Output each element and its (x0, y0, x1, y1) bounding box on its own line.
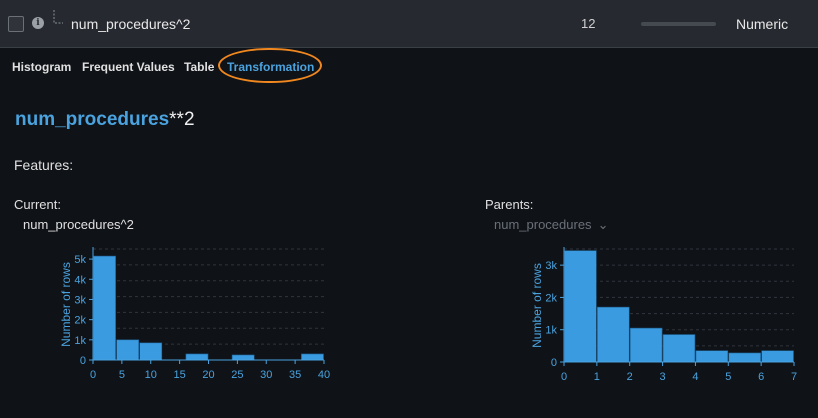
x-tick-label: 1 (594, 371, 600, 383)
info-icon[interactable]: i (32, 17, 44, 29)
current-label: Current: (14, 197, 61, 212)
x-tick-label: 20 (202, 369, 214, 381)
tab-frequent-values[interactable]: Frequent Values (82, 60, 175, 74)
histogram-bar[interactable] (116, 339, 139, 361)
var-type: Numeric (736, 16, 789, 32)
x-tick-label: 2 (627, 371, 633, 383)
histogram-bar[interactable] (695, 350, 729, 363)
feature-name: num_procedures^2 (71, 16, 191, 32)
histogram-bar[interactable] (231, 354, 255, 361)
select-checkbox[interactable] (8, 16, 24, 32)
histogram-bar[interactable] (185, 353, 209, 361)
histogram-bar[interactable] (597, 306, 630, 363)
y-tick-label: 4k (74, 274, 86, 286)
x-tick-label: 5 (119, 369, 125, 381)
features-label: Features: (14, 157, 74, 173)
formula-operator: **2 (169, 109, 195, 130)
current-histogram: 0 1k 2k 3k 4k 5k 0 5 10 15 20 25 30 35 40 Number of row… (59, 247, 330, 381)
tree-branch-icon (53, 10, 63, 24)
feature-header-row[interactable]: i num_procedures^2 12 Numeric (0, 0, 818, 48)
y-tick-label: 2k (545, 292, 557, 304)
histogram-bar[interactable] (629, 327, 663, 363)
formula-variable[interactable]: num_procedures (15, 109, 170, 130)
x-tick-label: 0 (561, 371, 567, 383)
histogram-bar[interactable] (728, 352, 761, 363)
y-tick-label: 3k (545, 260, 557, 272)
tab-table[interactable]: Table (184, 60, 215, 74)
y-tick-label: 0 (80, 355, 86, 367)
y-axis-label: Number of rows (59, 262, 73, 347)
x-tick-label: 4 (692, 371, 698, 383)
y-tick-label: 3k (74, 294, 86, 306)
tab-histogram[interactable]: Histogram (12, 60, 72, 74)
x-tick-label: 0 (90, 369, 96, 381)
transformation-formula: num_procedures**2 (15, 109, 195, 131)
x-tick-label: 5 (725, 371, 731, 383)
y-tick-label: 2k (74, 315, 86, 327)
y-tick-label: 1k (545, 325, 557, 337)
histogram-bar[interactable] (301, 353, 324, 361)
x-tick-label: 35 (289, 369, 301, 381)
x-tick-label: 3 (660, 371, 666, 383)
missing-bar (641, 22, 716, 26)
current-feature-name: num_procedures^2 (23, 217, 134, 232)
histogram-bar[interactable] (93, 255, 116, 361)
chevron-down-icon: ⌄ (597, 217, 609, 232)
y-tick-label: 5k (74, 254, 86, 266)
x-tick-label: 40 (318, 369, 330, 381)
highlight-ring (218, 48, 322, 83)
x-tick-label: 25 (231, 369, 243, 381)
parents-label: Parents: (485, 197, 534, 212)
parent-histogram: 0 1k 2k 3k 0 1 2 3 4 5 6 7 Number of rows (530, 247, 797, 383)
parents-dropdown[interactable]: num_procedures ⌄ (494, 217, 608, 233)
y-tick-label: 1k (74, 335, 86, 347)
y-tick-label: 0 (551, 357, 557, 369)
histogram-bar[interactable] (662, 334, 696, 363)
x-tick-label: 10 (145, 369, 157, 381)
x-tick-label: 6 (758, 371, 764, 383)
histogram-bar[interactable] (564, 250, 597, 363)
x-tick-label: 7 (791, 371, 797, 383)
unique-count: 12 (581, 16, 596, 31)
x-tick-label: 15 (174, 369, 186, 381)
x-tick-label: 30 (260, 369, 272, 381)
y-axis-label: Number of rows (530, 263, 544, 348)
histogram-bar[interactable] (139, 342, 163, 361)
parents-selected: num_procedures (494, 217, 592, 232)
histogram-bar[interactable] (761, 350, 794, 363)
